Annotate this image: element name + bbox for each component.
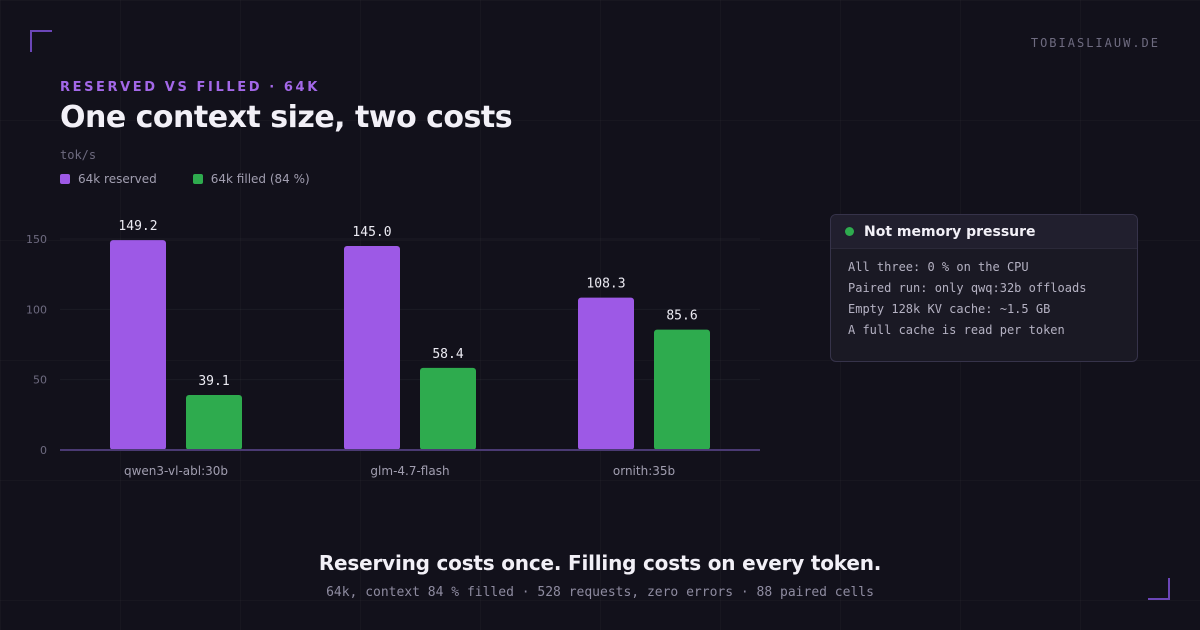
status-dot-icon <box>845 227 854 236</box>
x-tick-label: ornith:35b <box>613 464 675 478</box>
bar <box>110 240 166 450</box>
corner-bracket-bottom-right <box>1148 578 1170 600</box>
bar-value-label: 108.3 <box>586 277 625 292</box>
legend-item-reserved: 64k reserved <box>60 172 157 186</box>
legend-label-filled: 64k filled (84 %) <box>210 172 310 186</box>
x-tick-label: glm-4.7-flash <box>370 464 449 478</box>
y-tick-label: 50 <box>33 374 47 387</box>
bar <box>578 297 634 450</box>
site-name: TOBIASLIAUW.DE <box>1030 36 1160 50</box>
callout-header: Not memory pressure <box>831 215 1137 249</box>
bar-value-label: 149.2 <box>118 219 157 234</box>
callout-title: Not memory pressure <box>864 223 1036 240</box>
y-axis-unit: tok/s <box>60 148 97 162</box>
corner-bracket-top-left <box>30 30 52 52</box>
callout-line: Paired run: only qwq:32b offloads <box>848 281 1087 295</box>
legend-swatch-reserved <box>60 174 70 184</box>
callout-line: Empty 128k KV cache: ~1.5 GB <box>848 302 1051 316</box>
chart-legend: 64k reserved 64k filled (84 %) <box>60 172 310 186</box>
takeaway-heading: Reserving costs once. Filling costs on e… <box>318 551 882 575</box>
bar-chart: 0 50 100 150 149.2 39.1 qwen3-vl-abl:30b 145.0 5… <box>26 219 760 478</box>
callout-line: All three: 0 % on the CPU <box>848 260 1029 274</box>
legend-label-reserved: 64k reserved <box>78 172 157 186</box>
bar <box>344 246 400 450</box>
bar-value-label: 58.4 <box>432 347 463 362</box>
callout-body: All three: 0 % on the CPU Paired run: on… <box>831 249 1137 341</box>
bar-value-label: 145.0 <box>352 225 391 240</box>
y-tick-label: 0 <box>40 444 47 457</box>
bar <box>186 394 242 450</box>
legend-item-filled: 64k filled (84 %) <box>192 172 310 186</box>
bar <box>420 367 476 450</box>
eyebrow-label: RESERVED VS FILLED · 64K <box>60 80 320 95</box>
callout-box: Not memory pressure All three: 0 % on th… <box>830 214 1138 362</box>
bar-value-label: 39.1 <box>198 374 229 389</box>
x-tick-label: qwen3-vl-abl:30b <box>124 464 228 478</box>
footnote: 64k, context 84 % filled · 528 requests,… <box>326 585 874 600</box>
y-tick-label: 150 <box>26 233 47 246</box>
callout-line: A full cache is read per token <box>848 323 1065 337</box>
bar-value-label: 85.6 <box>666 309 697 324</box>
bar <box>654 329 710 450</box>
chart-title: One context size, two costs <box>60 100 513 135</box>
y-tick-label: 100 <box>26 303 47 316</box>
legend-swatch-filled <box>192 174 203 184</box>
